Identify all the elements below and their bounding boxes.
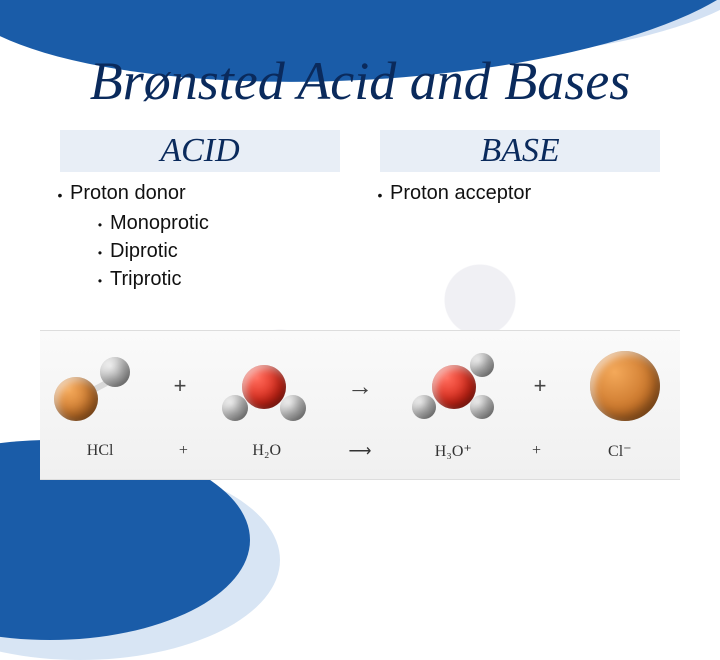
atom-red [432,365,476,409]
base-header: BASE [380,130,660,172]
content-columns: ACID • Proton donor • Monoprotic • Dipro… [40,130,680,296]
list-item: • Proton acceptor [370,182,680,208]
acid-bullets: • Proton donor • Monoprotic • Diprotic •… [40,182,360,294]
atom-grey [280,395,306,421]
list-item: • Monoprotic [90,212,360,238]
atom-grey [412,395,436,419]
bullet-icon: • [90,212,110,238]
formula-labels: HCl + H₂O ⟶ H₃O⁺ + Cl⁻ [40,441,680,461]
bullet-text: Monoprotic [110,212,209,238]
plus-icon: + [160,373,200,399]
bullet-text: Triprotic [110,268,181,294]
bullet-icon: • [90,268,110,294]
molecule [220,341,310,431]
base-bullets: • Proton acceptor [360,182,680,208]
molecule [580,341,670,431]
formula-label: HCl [55,442,145,460]
base-column: BASE • Proton acceptor [360,130,680,296]
formula-label: + [163,442,203,460]
list-item: • Triprotic [90,268,360,294]
atom-orange [54,377,98,421]
molecule-row: + → + [40,331,680,441]
bullet-text: Proton donor [70,182,186,208]
formula-label: ⟶ [330,441,390,461]
bullet-icon: • [50,182,70,208]
atom-grey [470,395,494,419]
formula-label: Cl⁻ [575,441,665,461]
atom-orange [590,351,660,421]
formula-label: + [517,442,557,460]
molecule [50,341,140,431]
reaction-arrow-icon: → [330,371,390,402]
reaction-diagram: + → + HCl + H₂O ⟶ H₃O⁺ + Cl⁻ [40,330,680,480]
atom-grey [222,395,248,421]
bullet-text: Diprotic [110,240,178,266]
acid-header: ACID [60,130,340,172]
bullet-text: Proton acceptor [390,182,531,208]
atom-grey [100,357,130,387]
bullet-icon: • [370,182,390,208]
slide-title: Brønsted Acid and Bases [0,50,720,112]
bullet-icon: • [90,240,110,266]
list-item: • Proton donor [50,182,360,208]
list-item: • Diprotic [90,240,360,266]
formula-label: H₂O [222,442,312,460]
formula-label: H₃O⁺ [408,441,498,461]
acid-column: ACID • Proton donor • Monoprotic • Dipro… [40,130,360,296]
plus-icon: + [520,373,560,399]
atom-red [242,365,286,409]
molecule [410,341,500,431]
atom-grey [470,353,494,377]
